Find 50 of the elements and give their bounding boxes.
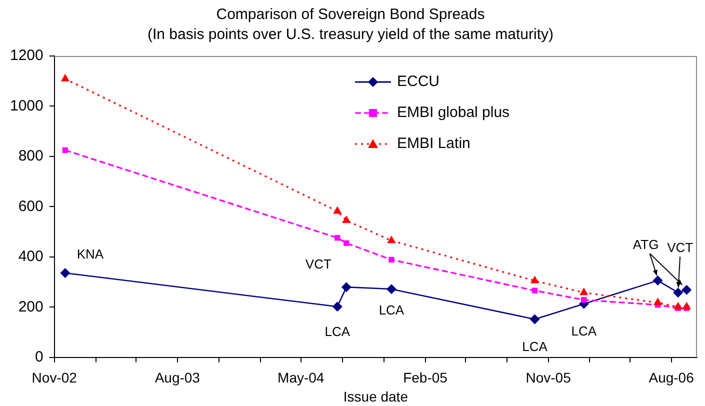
annotation: LCA	[522, 338, 548, 354]
point	[581, 297, 587, 303]
point	[62, 147, 68, 154]
point	[532, 288, 538, 294]
point	[342, 216, 351, 224]
annotation: VCT	[667, 240, 694, 256]
point	[60, 268, 70, 278]
point	[530, 314, 540, 324]
annotation: VCT	[305, 256, 332, 272]
x-tick-label: Nov-05	[526, 370, 572, 386]
point	[333, 206, 342, 214]
annotation: LCA	[378, 302, 404, 318]
annotation: LCA	[324, 324, 350, 340]
point	[388, 256, 394, 263]
x-tick-label: Feb-05	[403, 370, 448, 386]
point	[60, 74, 70, 82]
y-tick-label: 200	[18, 298, 44, 316]
point	[653, 298, 662, 306]
point	[386, 284, 396, 294]
y-tick-label: 1200	[10, 47, 44, 64]
x-tick-label: May-04	[278, 370, 324, 386]
chart-title: Comparison of Sovereign Bond Spreads	[216, 6, 485, 24]
point	[344, 240, 350, 246]
annotation: KNA	[76, 246, 104, 262]
y-tick-label: 0	[35, 348, 44, 366]
y-tick-label: 800	[18, 148, 44, 165]
point	[682, 302, 691, 310]
point	[652, 276, 663, 286]
point	[530, 276, 540, 284]
chart-subtitle: (In basis points over U.S. treasury yield of the same maturity)	[148, 26, 554, 44]
point	[334, 235, 340, 241]
annotation: LCA	[571, 323, 597, 338]
x-tick-label: Nov-02	[32, 370, 78, 386]
x-axis-title: Issue date	[343, 388, 408, 404]
y-tick-label: 1000	[10, 97, 44, 114]
legend-label: EMBI Latin	[397, 135, 470, 152]
point	[332, 302, 342, 312]
x-tick-label: Aug-03	[154, 370, 200, 386]
legend-label: EMBI global plus	[397, 104, 510, 121]
point	[674, 302, 682, 310]
point	[387, 236, 396, 244]
y-tick-label: 400	[18, 248, 44, 266]
legend-label: ECCU	[397, 73, 440, 90]
point	[580, 288, 588, 296]
point	[673, 288, 684, 298]
point	[682, 284, 692, 295]
annotation: ATG	[632, 237, 659, 252]
x-tick-label: Aug-06	[648, 370, 694, 386]
y-tick-label: 600	[18, 198, 44, 215]
point	[341, 282, 352, 292]
